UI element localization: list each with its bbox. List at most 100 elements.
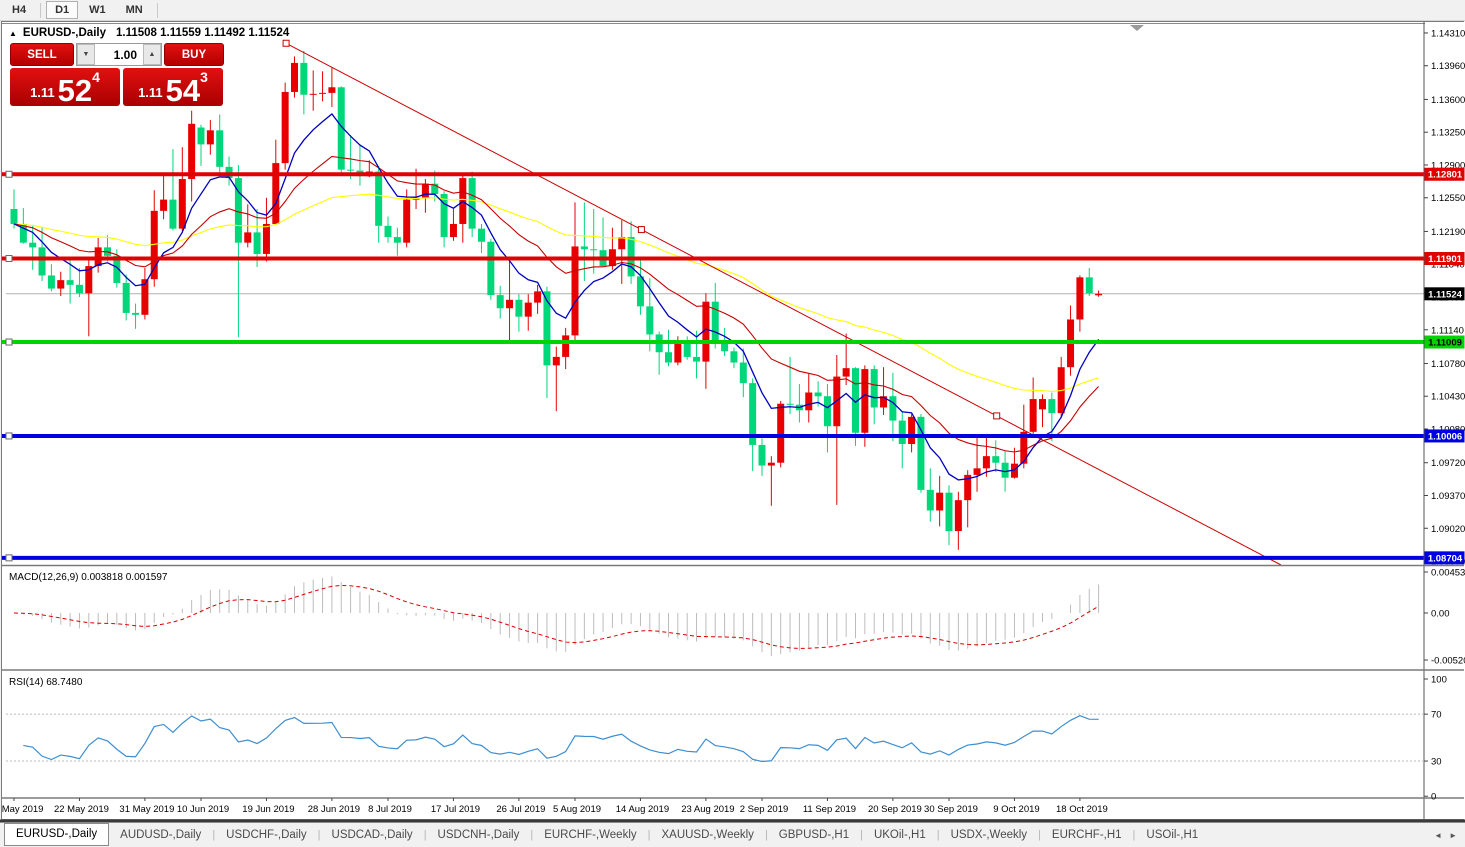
tab-usdchf-daily[interactable]: USDCHF-,Daily xyxy=(226,829,307,841)
svg-text:1.11009: 1.11009 xyxy=(1428,338,1462,349)
date-tick-label: 17 Jul 2019 xyxy=(431,804,480,815)
tab-eurchf-h1[interactable]: EURCHF-,H1 xyxy=(1051,829,1122,841)
period-button-h4[interactable]: H4 xyxy=(12,4,27,16)
hline-handle[interactable] xyxy=(5,255,13,263)
toolbar-separator xyxy=(40,2,42,18)
tab-separator: | xyxy=(1038,829,1041,841)
svg-text:1.11901: 1.11901 xyxy=(1428,254,1463,265)
tab-separator: | xyxy=(530,829,534,841)
period-toolbar: H4 D1 W1 MN xyxy=(0,0,1465,21)
tab-scroll-right-icon[interactable]: ► xyxy=(1449,830,1457,840)
date-tick-label: 2 Sep 2019 xyxy=(740,804,789,815)
trade-panel-controls: SELL ▼ 1.00 ▲ BUY xyxy=(10,43,224,66)
descending-trendline[interactable] xyxy=(285,42,1282,566)
date-tick-label: 20 Sep 2019 xyxy=(868,804,922,815)
chart-ohlc-values: 1.11508 1.11559 1.11492 1.11524 xyxy=(116,27,290,39)
tab-eurusd-daily[interactable]: EURUSD-,Daily xyxy=(4,822,110,846)
svg-text:0.00: 0.00 xyxy=(1431,608,1450,619)
date-tick-label: 9 Oct 2019 xyxy=(993,804,1039,815)
chart-shift-marker-icon[interactable] xyxy=(1130,25,1144,31)
trade-panel-prices: 1.11 52 4 1.11 54 3 xyxy=(10,68,224,106)
svg-text:100: 100 xyxy=(1431,675,1447,686)
chart-title-row: ▲ EURUSD-,Daily 1.11508 1.11559 1.11492 … xyxy=(9,27,289,39)
svg-text:1.13250: 1.13250 xyxy=(1431,128,1465,139)
buy-price-pipette: 3 xyxy=(200,69,208,85)
buy-button[interactable]: BUY xyxy=(164,43,224,66)
svg-text:1.13960: 1.13960 xyxy=(1431,61,1465,72)
date-tick-label: 22 May 2019 xyxy=(54,804,109,815)
volume-control: ▼ 1.00 ▲ xyxy=(76,43,162,66)
macd-label: MACD(12,26,9) 0.003818 0.001597 xyxy=(9,572,168,583)
date-tick-label: 19 Jun 2019 xyxy=(242,804,294,815)
trendline-handle[interactable] xyxy=(637,226,645,234)
buy-price-main: 54 xyxy=(165,73,201,108)
trendline-handle[interactable] xyxy=(993,412,1001,420)
tab-audusd-daily[interactable]: AUDUSD-,Daily xyxy=(120,829,202,841)
candlesticks xyxy=(10,50,1103,550)
period-button-mn[interactable]: MN xyxy=(125,4,143,16)
hline-handle[interactable] xyxy=(5,170,13,178)
sell-price-display[interactable]: 1.11 52 4 xyxy=(10,68,120,106)
svg-text:1.09020: 1.09020 xyxy=(1431,524,1465,535)
volume-increase-icon[interactable]: ▲ xyxy=(143,44,161,65)
hline-handle[interactable] xyxy=(5,432,13,440)
date-tick-label: 14 Aug 2019 xyxy=(616,804,669,815)
tab-ukoil-h1[interactable]: UKOil-,H1 xyxy=(873,829,926,841)
tab-separator: | xyxy=(212,829,216,841)
tab-xauusd-weekly[interactable]: XAUUSD-,Weekly xyxy=(661,829,754,841)
collapse-panel-icon[interactable]: ▲ xyxy=(9,28,17,38)
date-tick-label: 11 Sep 2019 xyxy=(803,804,856,815)
tab-usdcad-daily[interactable]: USDCAD-,Daily xyxy=(331,829,413,841)
tab-separator: | xyxy=(317,829,321,841)
svg-text:1.12900: 1.12900 xyxy=(1431,160,1465,171)
tab-eurchf-weekly[interactable]: EURCHF-,Weekly xyxy=(544,829,637,841)
one-click-trading-panel: SELL ▼ 1.00 ▲ BUY 1.11 52 4 1.11 54 3 xyxy=(10,43,224,106)
tab-scroll-left-icon[interactable]: ◄ xyxy=(1434,830,1443,840)
buy-price-display[interactable]: 1.11 54 3 xyxy=(123,68,223,106)
svg-text:1.10006: 1.10006 xyxy=(1428,431,1462,442)
tab-usoil-h1[interactable]: USOil-,H1 xyxy=(1146,829,1199,841)
trendline-handle[interactable] xyxy=(282,39,290,47)
date-tick-label: 10 Jun 2019 xyxy=(177,804,229,815)
macd-signal-line xyxy=(13,584,1099,649)
tab-separator: | xyxy=(647,829,651,841)
svg-text:30: 30 xyxy=(1431,757,1442,768)
date-tick-label: 18 Oct 2019 xyxy=(1056,804,1108,815)
svg-text:-0.005205: -0.005205 xyxy=(1431,656,1465,667)
svg-text:1.12190: 1.12190 xyxy=(1431,227,1465,238)
toolbar-separator xyxy=(156,2,158,18)
ma-20-line xyxy=(13,155,1099,453)
volume-decrease-icon[interactable]: ▼ xyxy=(77,44,95,65)
tab-gbpusd-h1[interactable]: GBPUSD-,H1 xyxy=(778,829,850,841)
sell-button[interactable]: SELL xyxy=(10,43,74,66)
svg-text:1.10780: 1.10780 xyxy=(1431,359,1465,370)
date-tick-label: 28 Jun 2019 xyxy=(308,804,360,815)
sell-price-main: 52 xyxy=(57,73,93,108)
date-tick-label: 13 May 2019 xyxy=(0,804,43,815)
sell-price-pipette: 4 xyxy=(92,69,100,85)
date-tick-label: 8 Jul 2019 xyxy=(368,804,412,815)
tab-scroll-arrows: ◄ ► xyxy=(1434,831,1465,840)
chart-symbol-label: EURUSD-,Daily xyxy=(22,27,106,39)
svg-text:1.08704: 1.08704 xyxy=(1428,553,1463,564)
period-button-w1[interactable]: W1 xyxy=(89,4,106,16)
volume-input[interactable]: 1.00 xyxy=(113,47,137,62)
svg-text:1.12801: 1.12801 xyxy=(1428,170,1463,181)
tab-usdx-weekly[interactable]: USDX-,Weekly xyxy=(950,829,1028,841)
tab-separator: | xyxy=(860,829,863,841)
svg-text:1.11140: 1.11140 xyxy=(1431,325,1464,336)
hline-handle[interactable] xyxy=(5,554,13,562)
svg-text:1.12550: 1.12550 xyxy=(1431,193,1465,204)
tab-usdcnh-daily[interactable]: USDCNH-,Daily xyxy=(437,829,520,841)
hline-handle[interactable] xyxy=(5,338,13,346)
svg-text:1.11524: 1.11524 xyxy=(1428,289,1463,300)
sell-price-prefix: 1.11 xyxy=(30,85,55,100)
svg-text:1.11840: 1.11840 xyxy=(1431,260,1465,271)
period-button-d1[interactable]: D1 xyxy=(46,1,79,19)
buy-price-prefix: 1.11 xyxy=(138,85,163,100)
svg-text:70: 70 xyxy=(1431,710,1442,721)
svg-text:0: 0 xyxy=(1431,792,1436,803)
chart-tab-bar: EURUSD-,Daily AUDUSD-,Daily | USDCHF-,Daily… xyxy=(0,822,1465,847)
